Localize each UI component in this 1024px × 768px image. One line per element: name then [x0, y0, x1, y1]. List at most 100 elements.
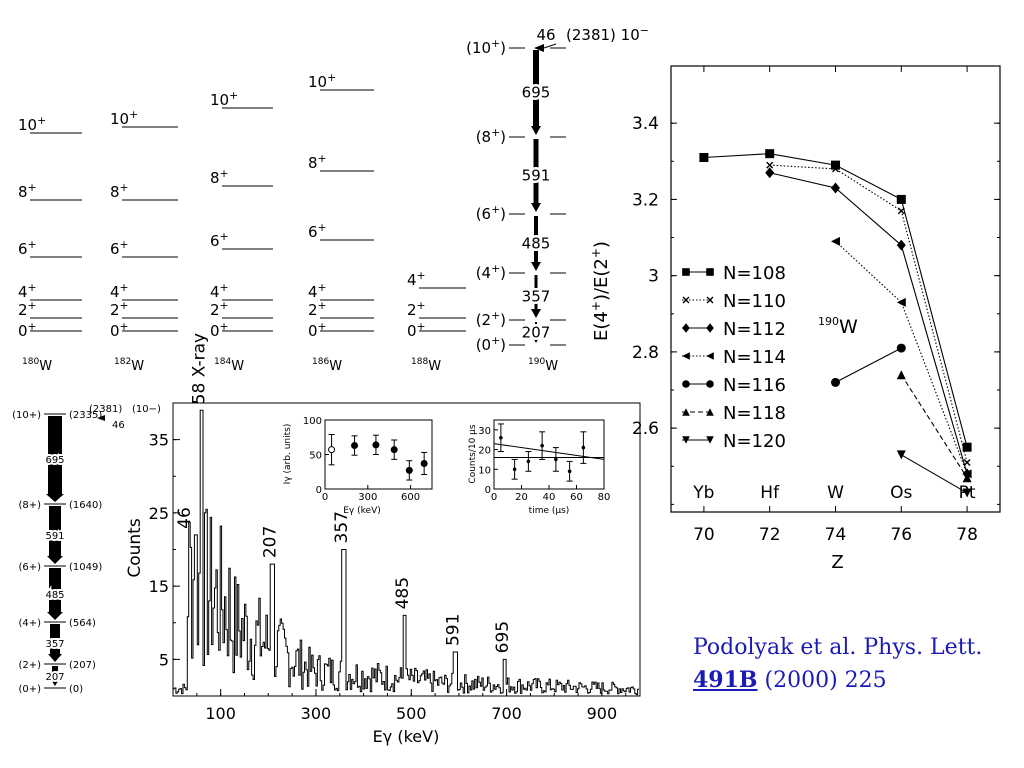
transition-energy: 357 — [45, 639, 64, 650]
level-scheme-w186: 0+2+4+ 6+ 8+ 10+ 186W — [308, 71, 374, 374]
level-spin-label: 10+ — [18, 114, 46, 134]
level-spin-label: 4+ — [110, 281, 129, 301]
level-spin: (2+) — [18, 660, 41, 671]
arrow-head — [47, 556, 63, 564]
level-spin-label: 2+ — [110, 299, 129, 319]
arrow-head — [47, 612, 63, 620]
series-n114: N=114 — [682, 236, 972, 479]
data-point — [420, 459, 428, 467]
level-spin-label: 6+ — [308, 221, 327, 241]
level-scheme-w180: 0+2+4+ 6+ 8+ 10+ 180W — [18, 114, 82, 374]
level-spin-label: (0+) — [476, 334, 506, 354]
data-point — [706, 323, 714, 333]
x-tick-label: 0 — [491, 492, 497, 503]
data-point — [896, 239, 906, 251]
peak-label: 591 — [444, 614, 464, 646]
isotope-label: 184W — [214, 357, 244, 374]
level-spin-label: 2+ — [308, 299, 327, 319]
x-axis-label: Eγ (keV) — [343, 506, 380, 516]
y-tick-label: 0 — [485, 485, 491, 496]
level-spin: (0+) — [18, 684, 41, 695]
data-point — [540, 443, 544, 448]
citation-line2: 491B (2000) 225 — [693, 664, 1013, 697]
x-tick-label: 74 — [825, 525, 847, 545]
transition-energy: 485 — [522, 235, 551, 253]
y-tick-label: 5 — [159, 650, 169, 669]
data-point — [390, 446, 398, 454]
level-spin-label: 10+ — [110, 108, 138, 128]
data-point — [682, 436, 690, 444]
level-energy: (2335) — [69, 410, 102, 421]
y-tick-label: 10 — [478, 465, 491, 476]
transition-energy: 485 — [45, 590, 64, 601]
level-spin: (10+) — [12, 410, 41, 421]
level-spin: (8+) — [18, 500, 41, 511]
y-tick-label: 2.6 — [632, 419, 659, 439]
inset-intensity: 0 300 600 0 50 100 Eγ (keV) Iγ (arb. units) — [283, 416, 433, 516]
x-tick-label: 700 — [491, 704, 522, 723]
plot-frame — [670, 65, 1001, 513]
level-spin-label: (6+) — [476, 203, 506, 223]
level-scheme-w184: 0+2+4+ 6+ 8+ 10+ 184W — [210, 89, 273, 374]
isotope-label: 180W — [22, 357, 52, 374]
peak-label: 695 — [493, 621, 513, 653]
data-point — [896, 370, 906, 380]
arrow-head — [531, 309, 541, 318]
level-spin: (6+) — [18, 562, 41, 573]
x-tick-label: 80 — [598, 492, 611, 503]
isomer-spin: (10−) — [132, 404, 161, 415]
data-point — [682, 296, 690, 304]
level-spin-label: 2+ — [210, 299, 229, 319]
y-tick-label: 20 — [478, 446, 491, 457]
citation-volume[interactable]: 491B — [693, 667, 758, 693]
data-point — [499, 435, 503, 440]
data-point — [554, 457, 558, 462]
series-line — [769, 172, 968, 475]
level-spin-label: 2+ — [18, 299, 37, 319]
transition-energy: 207 — [522, 324, 551, 342]
level-spin-label: 8+ — [110, 181, 129, 201]
data-point — [962, 473, 972, 483]
y-tick-label: 25 — [149, 504, 169, 523]
transition-energy: 695 — [45, 455, 64, 466]
level-energy: (1640) — [69, 500, 102, 511]
citation: Podolyak et al. Phys. Lett. 491B (2000) … — [693, 631, 1013, 697]
x-tick-label: 900 — [587, 704, 618, 723]
y-axis-label: E(4+)/E(2+) — [589, 241, 612, 341]
x-tick-label: 60 — [570, 492, 583, 503]
data-point — [682, 380, 690, 388]
legend-label: N=116 — [723, 375, 786, 396]
level-scheme-w182: 0+2+4+ 6+ 8+ 10+ 182W — [110, 108, 178, 374]
data-point — [706, 352, 714, 360]
data-point — [962, 488, 972, 498]
arrow-head — [531, 203, 541, 212]
y-tick-label: 30 — [478, 426, 491, 437]
transition-energy: 695 — [522, 84, 551, 102]
isotope-label: 182W — [114, 357, 144, 374]
transition-arrow — [52, 666, 58, 679]
level-energy: (207) — [69, 660, 96, 671]
transition-arrow — [49, 568, 61, 613]
isomer-arrow — [97, 415, 105, 421]
data-point — [706, 296, 714, 304]
data-point — [896, 450, 906, 460]
legend-label: N=112 — [723, 319, 786, 340]
data-point — [765, 149, 775, 159]
series-line — [900, 374, 968, 478]
level-scheme-w190: (0+) (2+) (4+) (6+) (8+) (10+) 207 357 485 591 695… — [466, 24, 649, 374]
level-spin-label: 10+ — [308, 71, 336, 91]
level-spin-label: 8+ — [308, 152, 327, 172]
level-spin-label: 4+ — [210, 281, 229, 301]
transition-energy: 591 — [522, 167, 551, 185]
element-label: Hf — [760, 483, 780, 503]
small-level-scheme: (0+) (0) (2+) (207) (4+) (564) (6+) (1049) (8+) (… — [12, 404, 161, 695]
data-point — [581, 445, 586, 450]
y-tick-label: 3.2 — [632, 190, 659, 210]
data-point — [706, 436, 714, 444]
arrow-head — [531, 262, 541, 271]
legend-label: N=114 — [723, 347, 786, 368]
level-spin-label: 2+ — [407, 299, 426, 319]
x-axis-label: Eγ (keV) — [373, 727, 440, 746]
y-tick-label: 3 — [648, 267, 659, 287]
legend-label: N=108 — [723, 263, 786, 284]
